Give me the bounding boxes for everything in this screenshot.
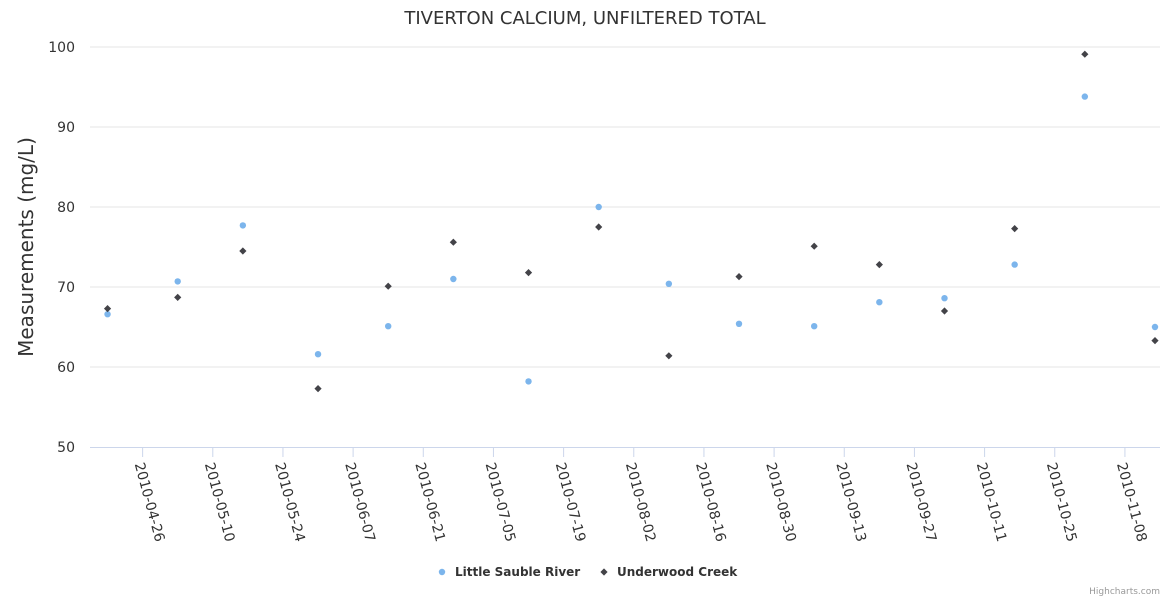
data-point[interactable]	[314, 351, 322, 358]
x-tick-label: 2010-08-16	[692, 461, 729, 544]
series-points	[103, 50, 1159, 393]
x-tick-label: 2010-06-21	[411, 461, 448, 544]
data-point[interactable]	[1081, 93, 1089, 100]
legend-label: Little Sauble River	[455, 565, 580, 579]
series-underwood-creek	[103, 50, 1159, 393]
data-point[interactable]	[735, 273, 743, 281]
data-point[interactable]	[810, 242, 818, 250]
x-tick-label: 2010-06-07	[341, 461, 378, 544]
x-tick-label: 2010-07-19	[552, 461, 589, 544]
data-point[interactable]	[174, 293, 182, 301]
y-tick-label: 60	[57, 360, 75, 376]
y-axis-label: Measurements (mg/L)	[14, 137, 38, 357]
chart-title: TIVERTON CALCIUM, UNFILTERED TOTAL	[403, 8, 765, 29]
data-point[interactable]	[941, 295, 948, 302]
x-tick-label: 2010-09-13	[832, 461, 869, 544]
data-point[interactable]	[384, 323, 392, 330]
data-point[interactable]	[1011, 225, 1019, 233]
data-point[interactable]	[103, 305, 112, 313]
y-tick-label: 80	[57, 200, 75, 216]
data-point[interactable]	[810, 323, 818, 330]
x-tick-label: 2010-05-24	[271, 461, 308, 544]
y-tick-label: 100	[48, 40, 75, 56]
data-point[interactable]	[174, 278, 181, 285]
legend-symbol	[600, 568, 608, 576]
data-point[interactable]	[314, 385, 322, 393]
data-point[interactable]	[1151, 323, 1159, 331]
series-little-sauble-river	[104, 93, 1159, 385]
data-point[interactable]	[525, 378, 532, 385]
data-point[interactable]	[104, 311, 111, 318]
x-tick-label: 2010-09-27	[903, 461, 940, 544]
x-tick-label: 2010-10-25	[1043, 461, 1080, 544]
y-tick-label: 70	[57, 280, 75, 296]
legend-item-little-sauble-river[interactable]: Little Sauble River	[438, 565, 580, 579]
data-point[interactable]	[595, 203, 602, 211]
data-point[interactable]	[876, 299, 883, 306]
data-point[interactable]	[665, 280, 673, 287]
x-tick-label: 2010-04-26	[131, 461, 168, 544]
credits-link[interactable]: Highcharts.com	[1089, 587, 1160, 597]
legend-item-underwood-creek[interactable]: Underwood Creek	[600, 565, 738, 579]
data-point[interactable]	[384, 282, 392, 290]
x-axis-ticks: 2010-04-26 2010-05-10 2010-05-24 2010-06-07…	[131, 447, 1150, 544]
legend-symbol	[438, 568, 446, 576]
data-point[interactable]	[1011, 261, 1018, 268]
legend: Little Sauble River Underwood Creek	[438, 565, 738, 579]
y-tick-label: 90	[57, 120, 75, 136]
x-tick-label: 2010-08-30	[762, 461, 799, 544]
data-point[interactable]	[735, 320, 743, 327]
data-point[interactable]	[524, 269, 533, 277]
data-point[interactable]	[875, 261, 883, 269]
x-tick-label: 2010-07-05	[482, 461, 519, 544]
grid-lines	[90, 46, 1160, 368]
x-tick-label: 2010-11-08	[1113, 461, 1150, 544]
x-tick-label: 2010-05-10	[201, 461, 238, 544]
data-point[interactable]	[1151, 337, 1159, 345]
x-tick-label: 2010-10-11	[973, 461, 1010, 544]
data-point[interactable]	[595, 223, 603, 231]
y-axis-ticks: 50 60 70 80 90 100	[48, 40, 75, 456]
x-tick-label: 2010-08-02	[622, 461, 659, 544]
y-tick-label: 50	[57, 440, 75, 456]
data-point[interactable]	[450, 275, 457, 283]
data-point[interactable]	[239, 222, 247, 229]
data-point[interactable]	[449, 238, 457, 246]
legend-label: Underwood Creek	[617, 565, 738, 579]
data-point[interactable]	[1081, 50, 1089, 58]
data-point[interactable]	[239, 247, 247, 255]
data-point[interactable]	[665, 352, 673, 360]
data-point[interactable]	[940, 307, 949, 315]
